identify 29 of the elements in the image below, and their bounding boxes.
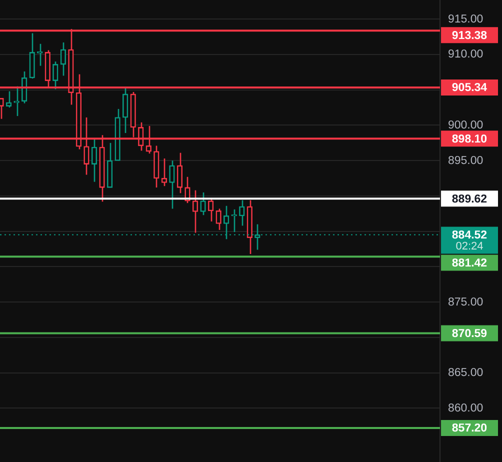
y-tick-label: 865.00 (448, 367, 484, 380)
candlestick (91, 137, 98, 182)
candlestick (200, 192, 206, 216)
y-tick-label: 895.00 (448, 154, 484, 167)
candlestick (60, 42, 66, 76)
candlestick (29, 32, 35, 80)
candlestick (6, 90, 12, 108)
ref-line-label: 889.62 (452, 193, 488, 206)
y-tick-label: 900.00 (448, 119, 484, 132)
candlestick (122, 88, 128, 134)
candlestick (169, 160, 175, 210)
ref-line-label: 913.38 (452, 30, 488, 42)
ref-line-label: 905.34 (452, 82, 488, 94)
candlestick (216, 208, 222, 231)
candlestick (239, 200, 245, 226)
y-tick-label: 910.00 (448, 48, 484, 61)
text: 02:24 (456, 240, 484, 252)
candlestick (52, 60, 58, 90)
candlestick (208, 198, 214, 222)
ref-line-label: 857.20 (452, 422, 488, 435)
ref-line-label: 884.52 (452, 229, 488, 242)
y-tick-label: 875.00 (448, 296, 484, 308)
ref-line-label: 870.59 (452, 328, 488, 340)
y-tick-label: 915.00 (448, 13, 484, 26)
y-tick-label: 860.00 (448, 402, 484, 414)
ref-line-label: 898.10 (452, 133, 488, 146)
ref-line-label: 881.42 (452, 257, 488, 270)
candlestick (192, 190, 198, 234)
candlestick (176, 152, 183, 194)
